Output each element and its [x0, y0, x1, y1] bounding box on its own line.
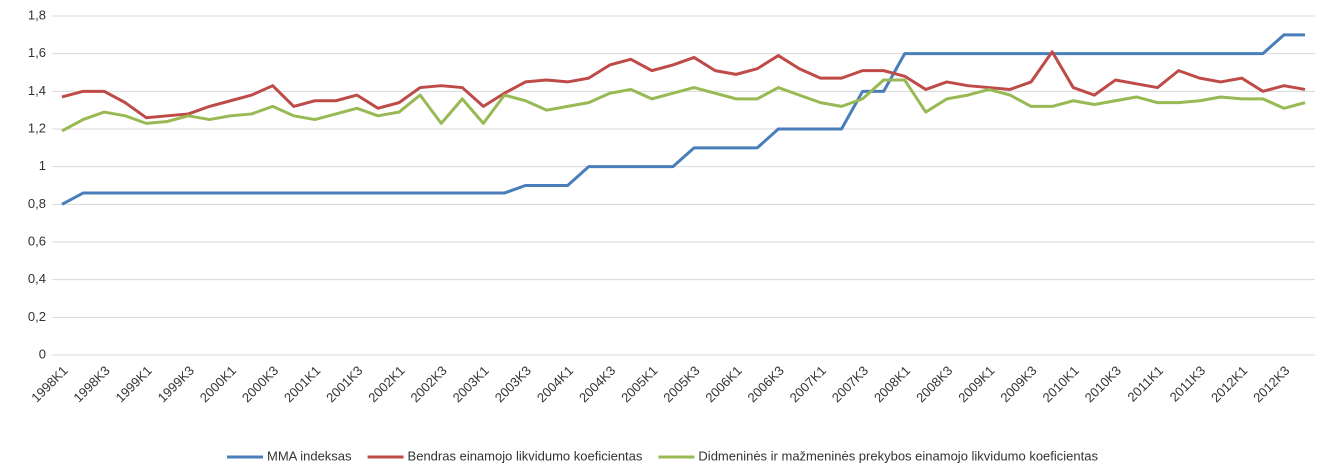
x-tick-label: 2005K1	[618, 363, 660, 405]
x-tick-label: 2012K1	[1208, 363, 1250, 405]
x-tick-label: 2006K1	[702, 363, 744, 405]
y-tick-label: 0,2	[28, 309, 46, 324]
x-tick-label: 2006K3	[745, 363, 787, 405]
y-tick-label: 1,8	[28, 7, 46, 22]
x-tick-label: 2004K3	[576, 363, 618, 405]
x-tick-label: 1998K1	[28, 363, 70, 405]
y-tick-label: 0,8	[28, 196, 46, 211]
x-tick-label: 2009K3	[997, 363, 1039, 405]
y-tick-label: 1,2	[28, 120, 46, 135]
y-tick-label: 1,6	[28, 45, 46, 60]
series-line	[61, 50, 1306, 120]
x-tick-label: 2011K3	[1167, 363, 1209, 405]
x-tick-label: 2002K3	[407, 363, 449, 405]
x-tick-label: 2003K1	[450, 363, 492, 405]
x-tick-label: 2000K1	[197, 363, 239, 405]
x-tick-label: 2001K1	[281, 363, 323, 405]
x-tick-label: 2010K1	[1040, 363, 1082, 405]
x-tick-label: 2008K1	[871, 363, 913, 405]
x-tick-label: 2002K1	[365, 363, 407, 405]
x-tick-label: 2007K1	[787, 363, 829, 405]
x-tick-label: 2012K3	[1250, 363, 1292, 405]
series-line	[61, 78, 1306, 133]
x-tick-label: 1998K3	[70, 363, 112, 405]
x-tick-label: 2011K1	[1124, 363, 1166, 405]
y-tick-label: 0	[39, 346, 46, 361]
legend-label: MMA indeksas	[267, 448, 352, 463]
x-tick-label: 2007K3	[829, 363, 871, 405]
x-tick-label: 2001K3	[323, 363, 365, 405]
x-tick-label: 1999K1	[113, 363, 155, 405]
y-tick-label: 1	[39, 158, 46, 173]
series-line	[61, 33, 1305, 206]
x-tick-label: 2010K3	[1082, 363, 1124, 405]
x-tick-label: 2008K3	[913, 363, 955, 405]
x-tick-label: 2009K1	[955, 363, 997, 405]
x-tick-label: 2003K3	[492, 363, 534, 405]
legend-label: Bendras einamojo likvidumo koeficientas	[408, 448, 643, 463]
y-tick-label: 0,4	[28, 271, 46, 286]
y-tick-label: 0,6	[28, 233, 46, 248]
legend: MMA indeksas Bendras einamojo likvidumo k…	[227, 448, 1098, 463]
legend-label: Didmeninės ir mažmeninės prekybos einamo…	[698, 448, 1098, 463]
x-tick-label: 2004K1	[534, 363, 576, 405]
x-tick-label: 1999K3	[155, 363, 197, 405]
y-tick-label: 1,4	[28, 83, 46, 98]
x-tick-label: 2000K3	[239, 363, 281, 405]
x-tick-label: 2005K3	[660, 363, 702, 405]
